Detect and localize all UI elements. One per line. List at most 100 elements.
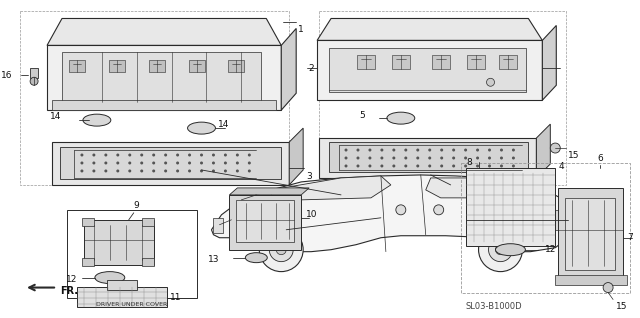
Bar <box>565 198 615 270</box>
Polygon shape <box>229 188 309 195</box>
Bar <box>141 258 154 266</box>
Circle shape <box>404 149 407 151</box>
Circle shape <box>152 169 155 172</box>
Circle shape <box>344 149 348 151</box>
Circle shape <box>404 156 407 160</box>
Circle shape <box>176 169 179 172</box>
Circle shape <box>344 156 348 160</box>
Circle shape <box>380 149 383 151</box>
Polygon shape <box>281 28 296 110</box>
Circle shape <box>236 162 239 164</box>
Circle shape <box>200 162 203 164</box>
Circle shape <box>434 205 444 215</box>
Circle shape <box>452 164 455 168</box>
Circle shape <box>152 162 155 164</box>
Circle shape <box>512 156 515 160</box>
Bar <box>82 218 94 226</box>
Text: 6: 6 <box>597 154 603 163</box>
Circle shape <box>488 164 491 168</box>
Bar <box>319 10 566 185</box>
Circle shape <box>236 169 239 172</box>
Text: 11: 11 <box>170 293 181 302</box>
Text: 5: 5 <box>359 111 365 120</box>
Circle shape <box>236 154 239 156</box>
Circle shape <box>344 164 348 168</box>
Circle shape <box>116 169 119 172</box>
Circle shape <box>476 164 479 168</box>
Circle shape <box>488 156 491 160</box>
Ellipse shape <box>83 114 111 126</box>
Text: 16: 16 <box>1 71 12 80</box>
Circle shape <box>392 164 396 168</box>
Polygon shape <box>47 18 281 45</box>
Bar <box>466 168 556 246</box>
Bar <box>467 55 484 69</box>
Circle shape <box>440 156 443 160</box>
Polygon shape <box>52 142 289 185</box>
Circle shape <box>356 149 360 151</box>
Circle shape <box>476 156 479 160</box>
Circle shape <box>81 169 83 172</box>
Circle shape <box>248 154 251 156</box>
Circle shape <box>224 162 227 164</box>
Circle shape <box>464 164 467 168</box>
Bar <box>82 258 94 266</box>
Circle shape <box>212 154 215 156</box>
Bar <box>69 60 85 72</box>
Polygon shape <box>426 178 506 198</box>
Bar <box>229 195 301 250</box>
Bar <box>236 200 294 242</box>
Bar <box>329 142 529 172</box>
Circle shape <box>380 164 383 168</box>
Circle shape <box>188 154 191 156</box>
Text: 15: 15 <box>616 301 628 310</box>
Polygon shape <box>536 124 550 178</box>
Text: 12: 12 <box>545 245 557 254</box>
Circle shape <box>176 154 179 156</box>
Text: 14: 14 <box>218 120 229 128</box>
Bar <box>84 220 154 265</box>
Bar <box>107 280 137 290</box>
Circle shape <box>479 228 522 272</box>
Text: 9: 9 <box>134 201 140 210</box>
Bar <box>67 210 196 298</box>
Circle shape <box>369 149 371 151</box>
Circle shape <box>224 169 227 172</box>
Circle shape <box>104 162 108 164</box>
Circle shape <box>248 169 251 172</box>
Circle shape <box>92 154 95 156</box>
Circle shape <box>428 156 431 160</box>
Circle shape <box>392 156 396 160</box>
Bar <box>60 147 281 179</box>
Circle shape <box>416 164 419 168</box>
Bar <box>30 68 38 78</box>
Circle shape <box>428 164 431 168</box>
Bar <box>214 218 223 233</box>
Polygon shape <box>317 40 542 100</box>
Circle shape <box>500 156 503 160</box>
Bar <box>499 55 517 69</box>
Circle shape <box>404 164 407 168</box>
Bar <box>556 210 567 230</box>
Circle shape <box>128 162 131 164</box>
Bar <box>62 52 261 102</box>
Circle shape <box>200 169 203 172</box>
Circle shape <box>396 205 406 215</box>
Text: 4: 4 <box>558 162 564 171</box>
Circle shape <box>416 156 419 160</box>
Circle shape <box>188 162 191 164</box>
Circle shape <box>212 169 215 172</box>
Circle shape <box>92 162 95 164</box>
Circle shape <box>464 156 467 160</box>
Ellipse shape <box>188 122 216 134</box>
Circle shape <box>92 169 95 172</box>
Circle shape <box>495 245 506 255</box>
Circle shape <box>512 164 515 168</box>
Text: 12: 12 <box>65 275 77 284</box>
Circle shape <box>164 162 167 164</box>
Circle shape <box>104 154 108 156</box>
Bar <box>432 55 450 69</box>
Polygon shape <box>271 176 391 200</box>
Bar <box>20 10 289 185</box>
Text: FR.: FR. <box>60 286 78 295</box>
